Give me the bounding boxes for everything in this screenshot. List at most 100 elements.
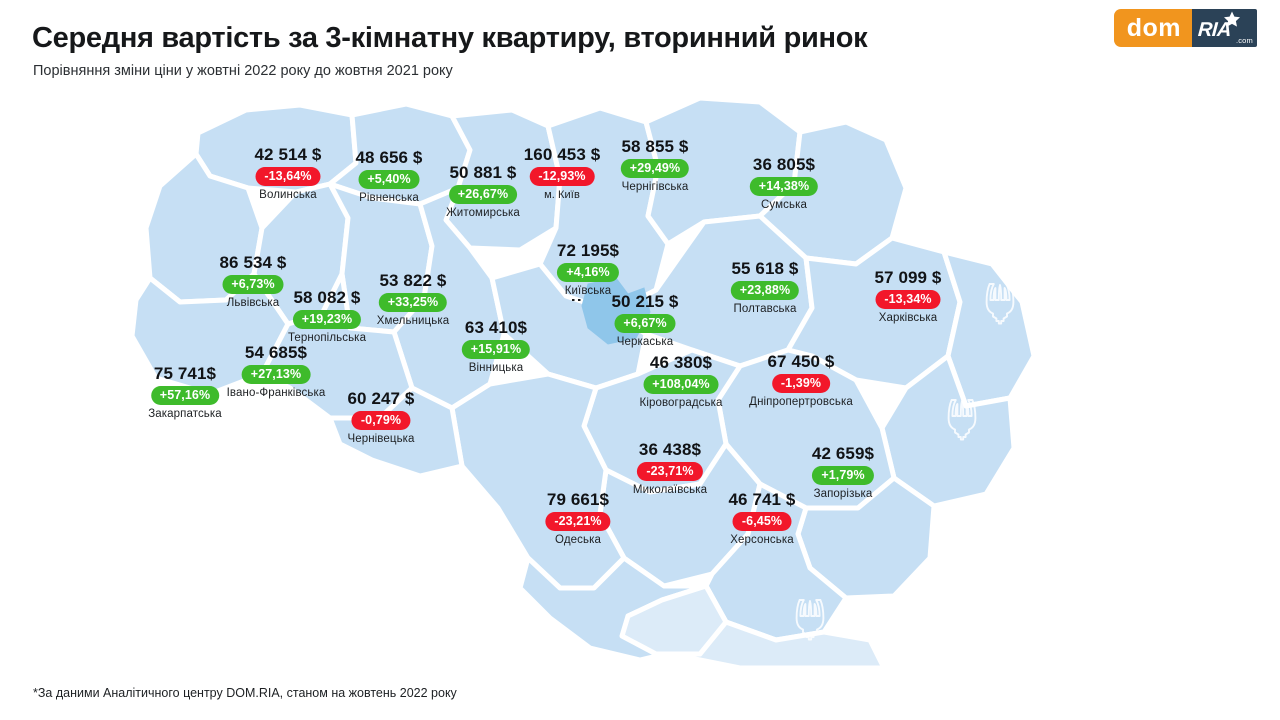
- change-badge: +6,73%: [222, 275, 284, 294]
- price-value: 57 099 $: [874, 268, 942, 287]
- price-value: 42 659$: [811, 444, 875, 463]
- callout-ivano-frankivska[interactable]: 54 685$ +27,13% Івано-Франківська: [227, 343, 326, 399]
- logo-ria-block: RIA .com: [1192, 9, 1257, 47]
- price-value: 67 450 $: [767, 352, 835, 371]
- ukraine-map: 42 514 $ -13,64% Волинська 48 656 $ +5,4…: [0, 88, 1280, 668]
- region-label: Хмельницька: [376, 314, 450, 327]
- price-value: 58 855 $: [621, 137, 689, 156]
- region-label: Рівненська: [359, 191, 419, 204]
- region-label: Запорізька: [813, 487, 873, 500]
- region-label: Кіровоградська: [639, 396, 723, 409]
- region-label: м. Київ: [544, 188, 580, 201]
- change-badge: -13,34%: [875, 290, 941, 309]
- callout-volynska[interactable]: 42 514 $ -13,64% Волинська: [255, 145, 322, 201]
- region-label: Чернівецька: [347, 432, 415, 445]
- region-label: Київська: [564, 284, 612, 297]
- region-label: Львівська: [226, 296, 280, 309]
- callout-lvivska[interactable]: 86 534 $ +6,73% Львівська: [220, 253, 287, 309]
- price-value: 58 082 $: [293, 288, 361, 307]
- region-label: Чернігівська: [621, 180, 689, 193]
- change-badge: -6,45%: [732, 512, 792, 531]
- price-value: 72 195$: [556, 241, 620, 260]
- callout-cherkaska[interactable]: 50 215 $ +6,67% Черкаська: [612, 292, 679, 348]
- callout-vinnytska[interactable]: 63 410$ +15,91% Вінницька: [461, 318, 531, 374]
- change-badge: -23,21%: [545, 512, 611, 531]
- price-value: 75 741$: [153, 364, 217, 383]
- change-badge: +57,16%: [150, 386, 220, 405]
- callout-kyivska[interactable]: 72 195$ +4,16% Київська: [557, 241, 619, 297]
- change-badge: +26,67%: [448, 185, 518, 204]
- price-value: 42 514 $: [254, 145, 322, 164]
- change-badge: -1,39%: [771, 374, 831, 393]
- callout-sumska[interactable]: 36 805$ +14,38% Сумська: [749, 155, 819, 211]
- change-badge: -13,64%: [255, 167, 321, 186]
- callout-chernihivska[interactable]: 58 855 $ +29,49% Чернігівська: [620, 137, 690, 193]
- callout-odeska[interactable]: 79 661$ -23,21% Одеська: [545, 490, 611, 546]
- region-label: Херсонська: [730, 533, 794, 546]
- price-value: 63 410$: [464, 318, 528, 337]
- callout-rivnenska[interactable]: 48 656 $ +5,40% Рівненська: [356, 148, 423, 204]
- map-regions: [129, 95, 1037, 668]
- change-badge: +1,79%: [812, 466, 874, 485]
- region-label: Одеська: [555, 533, 601, 546]
- callout-dnipropetrovska[interactable]: 67 450 $ -1,39% Дніпропертровська: [749, 352, 853, 408]
- callout-kyiv-city[interactable]: 160 453 $ -12,93% м. Київ: [524, 145, 601, 201]
- callout-khersonska[interactable]: 46 741 $ -6,45% Херсонська: [729, 490, 796, 546]
- region-label: Черкаська: [616, 335, 674, 348]
- header: Середня вартість за 3-кімнатну квартиру,…: [0, 0, 1280, 96]
- price-value: 48 656 $: [355, 148, 423, 167]
- callout-kirovohradska[interactable]: 46 380$ +108,04% Кіровоградська: [640, 353, 723, 409]
- region-label: Івано-Франківська: [226, 386, 326, 399]
- change-badge: +23,88%: [730, 281, 800, 300]
- source-footnote: *За даними Аналітичного центру DOM.RIA, …: [33, 686, 457, 700]
- change-badge: +29,49%: [620, 159, 690, 178]
- callout-chernivetska[interactable]: 60 247 $ -0,79% Чернівецька: [347, 389, 414, 445]
- star-icon: [1221, 11, 1243, 32]
- change-badge: +4,16%: [557, 263, 619, 282]
- price-value: 50 881 $: [449, 163, 517, 182]
- change-badge: +27,13%: [241, 365, 311, 384]
- region-label: Житомирська: [446, 206, 520, 219]
- region-label: Вінницька: [468, 361, 524, 374]
- price-value: 86 534 $: [219, 253, 287, 272]
- price-value: 46 741 $: [728, 490, 796, 509]
- change-badge: -0,79%: [351, 411, 411, 430]
- logo-com-text: .com: [1235, 36, 1253, 45]
- region-label: Полтавська: [733, 302, 797, 315]
- change-badge: +5,40%: [358, 170, 420, 189]
- region-label: Миколаївська: [632, 483, 708, 496]
- price-value: 50 215 $: [611, 292, 679, 311]
- change-badge: +6,67%: [614, 314, 676, 333]
- page-subtitle: Порівняння зміни ціни у жовтні 2022 року…: [33, 63, 453, 79]
- page-title: Середня вартість за 3-кімнатну квартиру,…: [32, 22, 868, 54]
- ukraine-map-svg: [129, 95, 1037, 668]
- callout-khmelnytska[interactable]: 53 822 $ +33,25% Хмельницька: [377, 271, 449, 327]
- callout-ternopilska[interactable]: 58 082 $ +19,23% Тернопільська: [288, 288, 366, 344]
- price-value: 79 661$: [546, 490, 610, 509]
- price-value: 55 618 $: [731, 259, 799, 278]
- price-value: 46 380$: [649, 353, 713, 372]
- price-value: 60 247 $: [347, 389, 415, 408]
- callout-zakarpatska[interactable]: 75 741$ +57,16% Закарпатська: [148, 364, 222, 420]
- price-value: 54 685$: [244, 343, 308, 362]
- region-label: Харківська: [878, 311, 938, 324]
- region-label: Волинська: [259, 188, 317, 201]
- change-badge: +33,25%: [378, 293, 448, 312]
- region-label: Дніпропертровська: [749, 395, 853, 408]
- region-label: Тернопільська: [287, 331, 367, 344]
- change-badge: -12,93%: [529, 167, 595, 186]
- callout-zaporizka[interactable]: 42 659$ +1,79% Запорізька: [812, 444, 874, 500]
- change-badge: -23,71%: [637, 462, 703, 481]
- price-value: 36 805$: [752, 155, 816, 174]
- callout-kharkivska[interactable]: 57 099 $ -13,34% Харківська: [875, 268, 942, 324]
- change-badge: +14,38%: [749, 177, 819, 196]
- change-badge: +15,91%: [461, 340, 531, 359]
- callout-poltavska[interactable]: 55 618 $ +23,88% Полтавська: [730, 259, 800, 315]
- change-badge: +108,04%: [643, 375, 719, 394]
- price-value: 53 822 $: [379, 271, 447, 290]
- region-label: Сумська: [761, 198, 807, 211]
- callout-zhytomyrska[interactable]: 50 881 $ +26,67% Житомирська: [446, 163, 520, 219]
- dom-ria-logo[interactable]: dom RIA .com: [1113, 9, 1257, 47]
- callout-mykolaivska[interactable]: 36 438$ -23,71% Миколаївська: [633, 440, 707, 496]
